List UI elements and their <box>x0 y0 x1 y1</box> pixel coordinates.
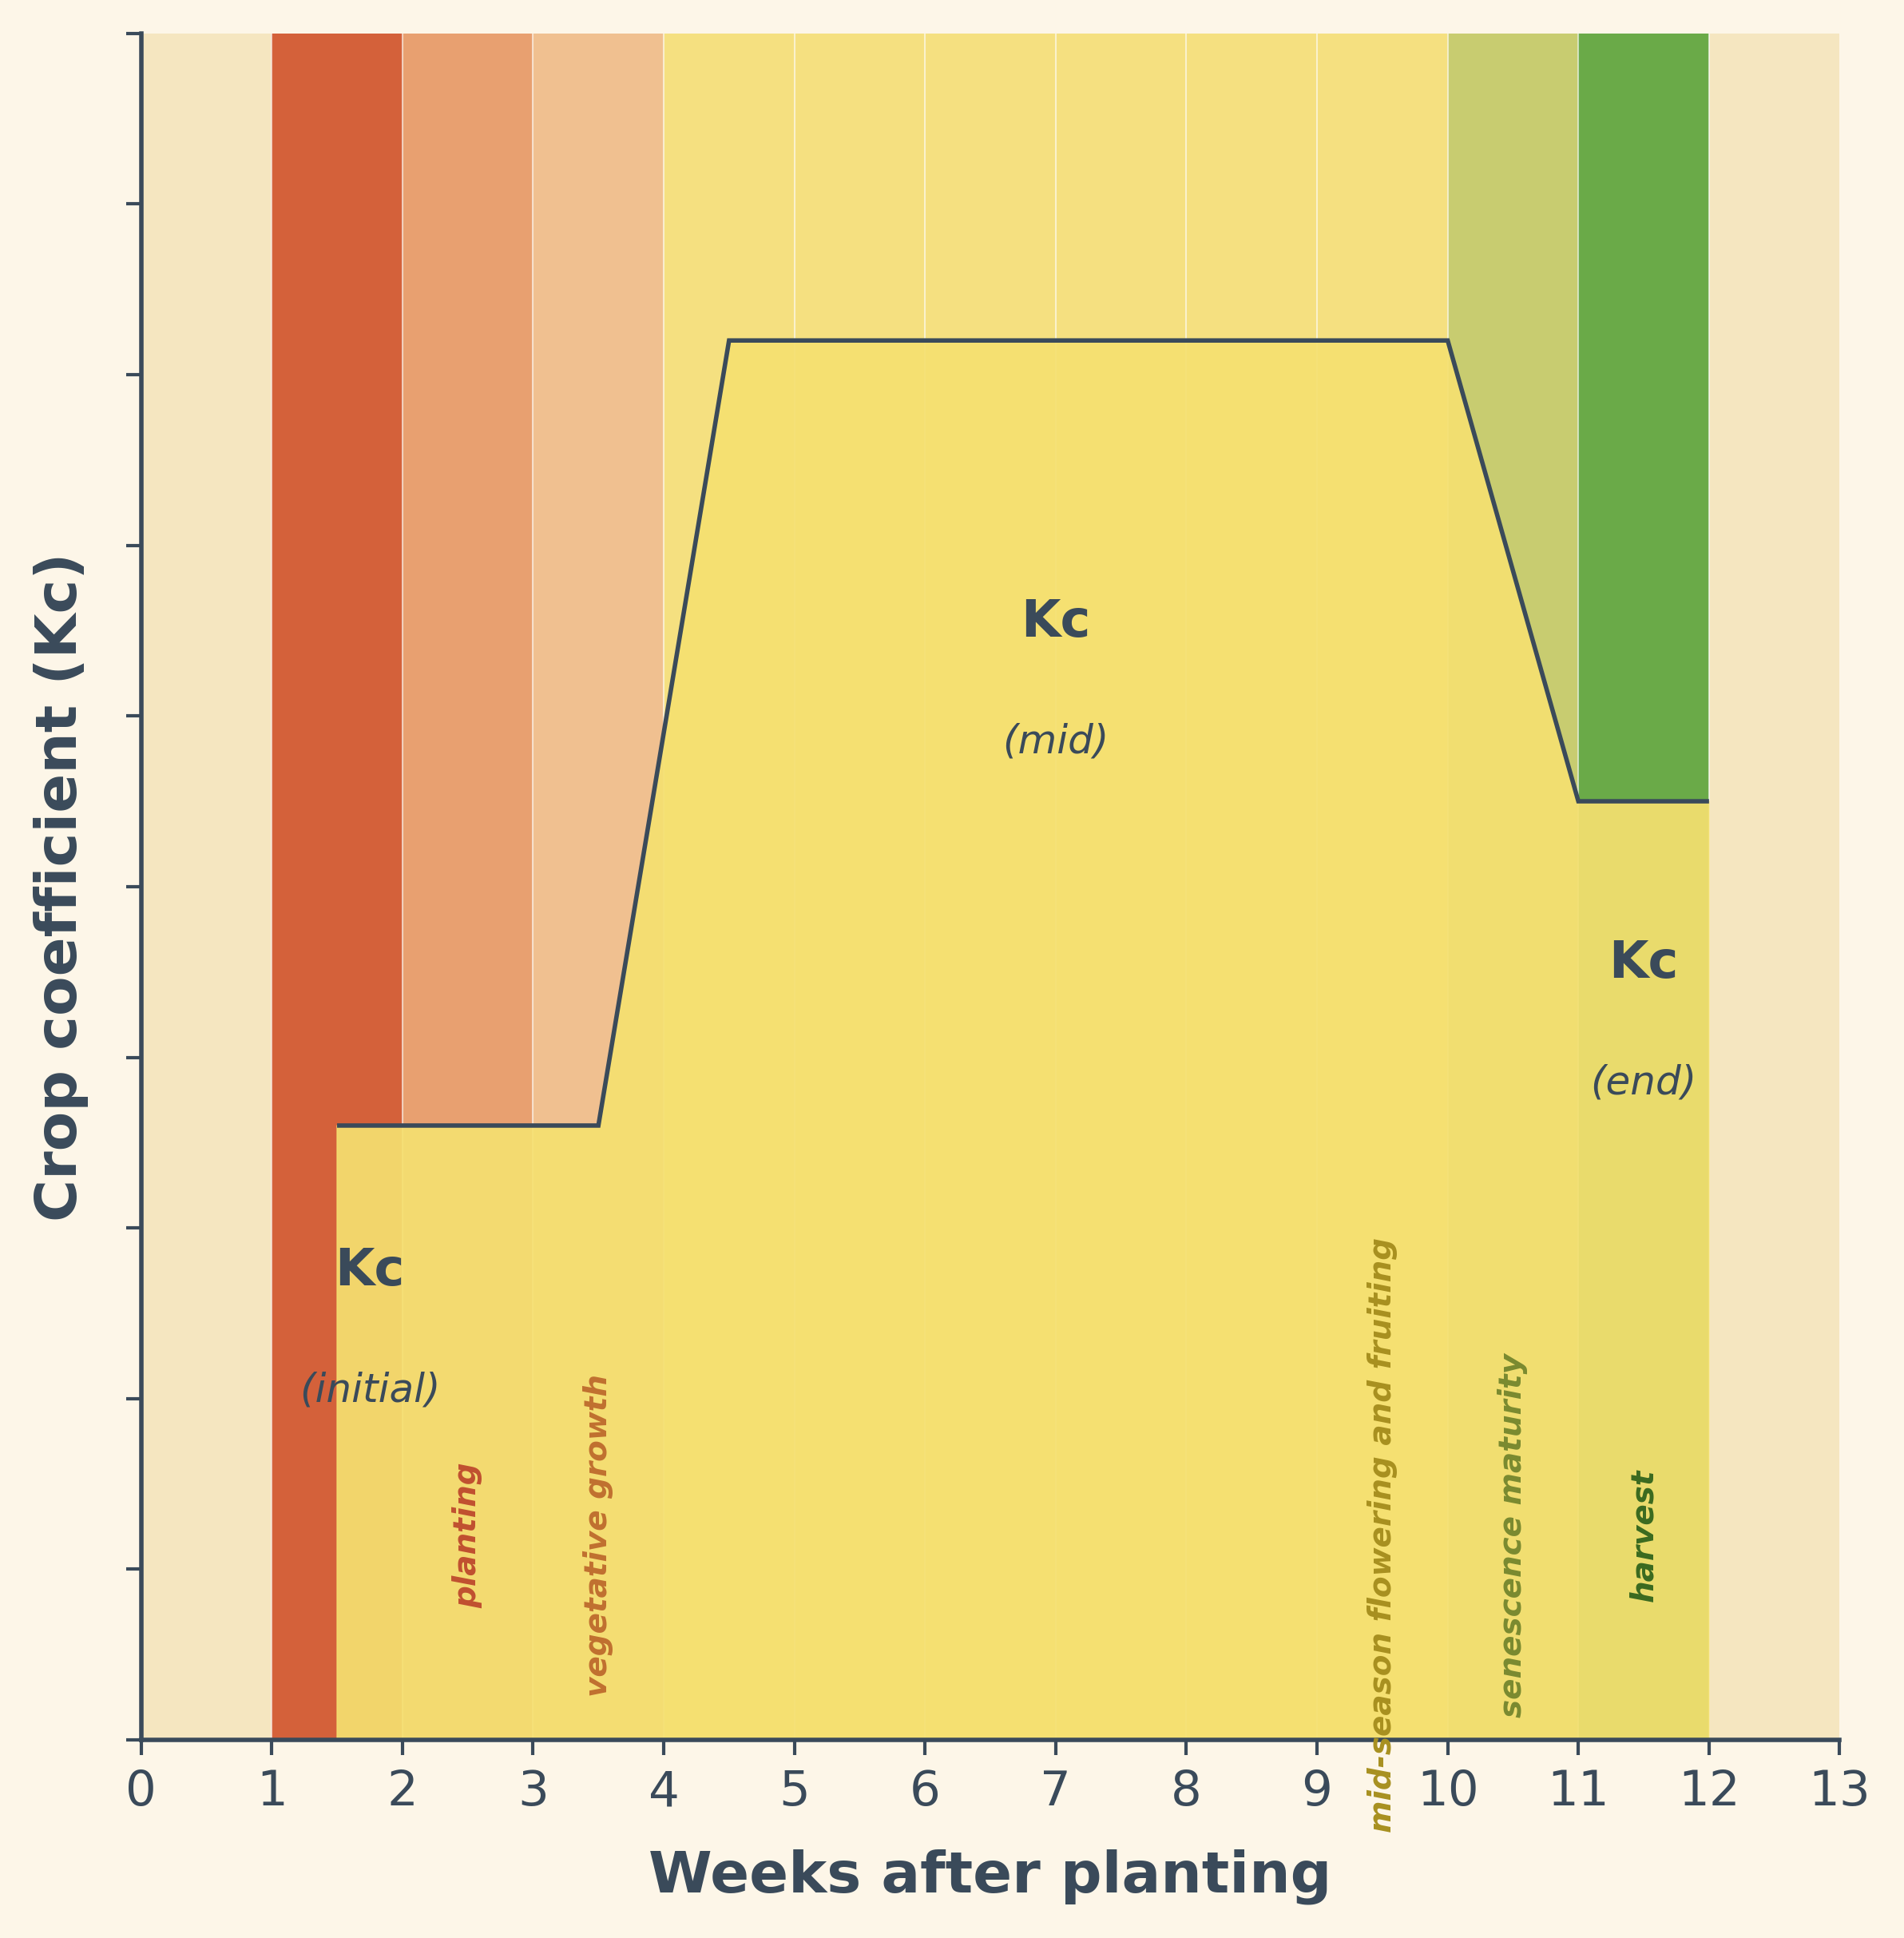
Bar <box>1186 33 1318 1740</box>
Bar <box>1710 33 1839 1740</box>
Text: Kc: Kc <box>1609 938 1679 988</box>
Bar <box>1447 33 1578 1740</box>
Bar <box>272 33 402 1740</box>
Bar <box>1578 33 1710 1740</box>
Text: planting: planting <box>453 1461 484 1609</box>
Y-axis label: Crop coefficient (Kc): Crop coefficient (Kc) <box>32 552 88 1221</box>
Text: vegetative growth: vegetative growth <box>583 1374 613 1696</box>
Text: senescence maturity: senescence maturity <box>1498 1353 1529 1717</box>
Text: (initial): (initial) <box>299 1370 440 1409</box>
Bar <box>402 33 533 1740</box>
Bar <box>141 33 272 1740</box>
Text: (mid): (mid) <box>1002 723 1108 762</box>
Bar <box>1318 33 1447 1740</box>
Text: Kc: Kc <box>1021 597 1091 647</box>
Bar <box>925 33 1055 1740</box>
X-axis label: Weeks after planting: Weeks after planting <box>649 1849 1333 1905</box>
Text: mid-season flowering and fruiting: mid-season flowering and fruiting <box>1367 1238 1398 1833</box>
Bar <box>1055 33 1186 1740</box>
Text: (end): (end) <box>1590 1064 1696 1103</box>
Text: harvest: harvest <box>1628 1469 1658 1601</box>
Bar <box>794 33 925 1740</box>
Polygon shape <box>337 341 1710 1740</box>
Text: Kc: Kc <box>335 1246 406 1295</box>
Bar <box>664 33 794 1740</box>
Bar <box>533 33 664 1740</box>
